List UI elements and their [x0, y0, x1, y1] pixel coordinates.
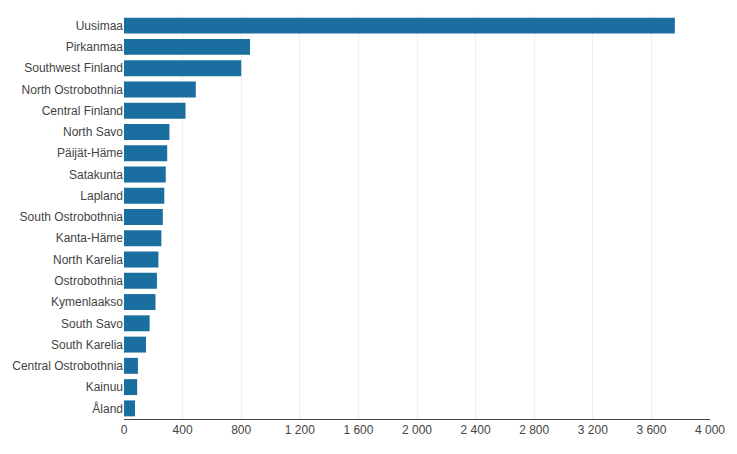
svg-text:Satakunta: Satakunta	[69, 168, 123, 182]
svg-text:4 000: 4 000	[695, 423, 725, 437]
svg-text:0: 0	[121, 423, 128, 437]
svg-text:400: 400	[173, 423, 193, 437]
svg-text:Central Ostrobothnia: Central Ostrobothnia	[12, 359, 123, 373]
svg-text:1 200: 1 200	[285, 423, 315, 437]
svg-text:Central Finland: Central Finland	[42, 104, 123, 118]
svg-text:Kanta-Häme: Kanta-Häme	[56, 231, 124, 245]
svg-text:North Karelia: North Karelia	[53, 253, 123, 267]
svg-text:3 200: 3 200	[578, 423, 608, 437]
svg-text:South Ostrobothnia: South Ostrobothnia	[20, 210, 124, 224]
svg-text:800: 800	[231, 423, 251, 437]
svg-text:Kainuu: Kainuu	[86, 380, 123, 394]
svg-text:Päijät-Häme: Päijät-Häme	[57, 146, 123, 160]
svg-text:2 000: 2 000	[402, 423, 432, 437]
svg-text:North Ostrobothnia: North Ostrobothnia	[22, 83, 124, 97]
svg-text:North Savo: North Savo	[63, 125, 123, 139]
svg-text:South Savo: South Savo	[61, 317, 123, 331]
svg-text:Pirkanmaa: Pirkanmaa	[66, 40, 124, 54]
svg-text:Lapland: Lapland	[80, 189, 123, 203]
svg-text:Southwest Finland: Southwest Finland	[24, 61, 123, 75]
svg-text:Kymenlaakso: Kymenlaakso	[51, 295, 123, 309]
svg-text:3 600: 3 600	[636, 423, 666, 437]
svg-text:Åland: Åland	[92, 401, 123, 416]
svg-text:South Karelia: South Karelia	[51, 338, 123, 352]
svg-text:1 600: 1 600	[343, 423, 373, 437]
svg-text:2 800: 2 800	[519, 423, 549, 437]
svg-text:2 400: 2 400	[461, 423, 491, 437]
svg-text:Uusimaa: Uusimaa	[76, 19, 124, 33]
svg-text:Ostrobothnia: Ostrobothnia	[54, 274, 123, 288]
